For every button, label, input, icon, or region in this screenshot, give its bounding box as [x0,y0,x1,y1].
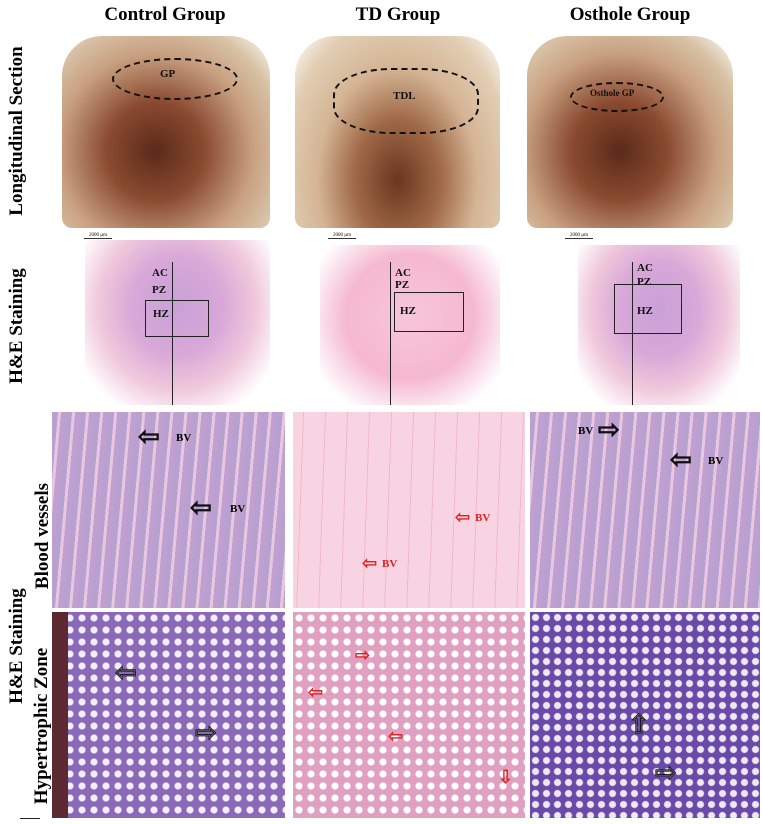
row-label-he: H&E Staining [6,268,27,384]
hypertrophic-zone-image-osthole [530,612,760,818]
label-ac: AC [152,267,168,279]
label-ac: AC [395,267,411,279]
divider [20,818,40,819]
scale-bar: 2000 µm [328,233,356,239]
arrow-left-icon: ⇦ [138,422,161,451]
hz-box [394,292,464,332]
column-header-control: Control Group [104,4,226,25]
label-hz: HZ [153,308,169,320]
arrow-left-icon: ⇦ [308,682,324,702]
label-bv: BV [475,512,491,524]
he-image-td [320,245,500,405]
scale-bar: 2000 µm [84,233,112,239]
label-ac: AC [637,262,653,274]
arrow-right-icon: ⇨ [655,758,678,787]
hz-box [614,284,682,334]
row-label-hypertrophic-zone: Hypertrophic Zone [31,647,52,805]
arrow-left-icon: ⇦ [115,658,138,687]
label-pz: PZ [395,279,410,291]
scale-bar: 2000 µm [565,233,593,239]
label-hz: HZ [400,305,416,317]
arrow-right-icon: ⇨ [195,718,218,747]
blood-vessel-image-td [293,412,525,608]
region-outline-tdl [333,68,479,134]
label-pz: PZ [152,284,167,296]
axis-line [172,262,173,405]
he-image-osthole [578,245,740,405]
row-label-longitudinal: Longitudinal Section [6,46,27,216]
region-outline-gp [112,58,238,100]
arrow-up-icon: ⇧ [628,710,651,739]
arrow-right-icon: ⇨ [355,645,371,665]
label-osthole-gp: Osthole GP [590,88,635,98]
column-header-td: TD Group [355,4,441,25]
arrow-down-icon: ⇩ [498,767,514,787]
column-header-osthole: Osthole Group [569,4,691,25]
arrow-left-icon: ⇦ [190,493,213,522]
label-gp: GP [160,68,176,80]
hz-box [145,300,209,337]
label-tdl: TDL [393,90,416,102]
arrow-left-icon: ⇦ [362,553,378,573]
hypertrophic-zone-image-control [52,612,285,818]
axis-line [390,262,391,405]
photo-osthole [527,36,733,228]
label-bv: BV [230,503,246,515]
arrow-left-icon: ⇦ [388,726,404,746]
hypertrophic-zone-image-td [293,612,525,818]
label-bv: BV [708,455,724,467]
region-outline-osthole-gp [570,82,664,112]
label-hz: HZ [637,305,653,317]
label-pz: PZ [637,276,652,288]
row-label-blood-vessels: Blood vessels [32,482,53,590]
label-bv: BV [176,432,192,444]
he-image-control [85,240,270,405]
blood-vessel-image-osthole [530,412,760,608]
arrow-right-icon: ⇨ [598,415,621,444]
tissue-edge [52,612,68,818]
arrow-left-icon: ⇦ [670,445,693,474]
blood-vessel-image-control [52,412,285,608]
arrow-left-icon: ⇦ [455,507,471,527]
label-bv: BV [578,425,594,437]
row-label-he-2: H&E Staining [6,588,27,704]
label-bv: BV [382,558,398,570]
